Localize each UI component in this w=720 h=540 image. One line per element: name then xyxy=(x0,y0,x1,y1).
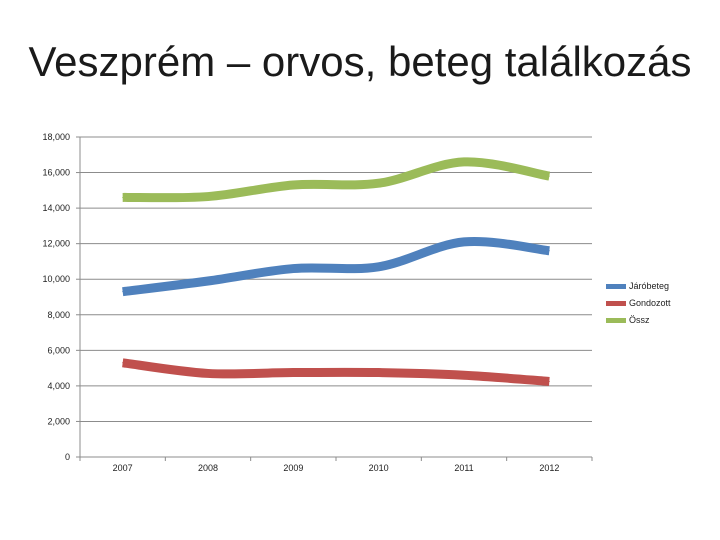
y-tick-label: 4,000 xyxy=(47,381,70,391)
series-line-ossz xyxy=(122,157,551,203)
legend-label-ossz: Össz xyxy=(629,315,650,325)
data-point-jarobeteg xyxy=(292,268,294,270)
x-tick-label: 2009 xyxy=(283,463,303,473)
data-point-ossz xyxy=(463,161,465,163)
data-point-jarobeteg xyxy=(122,291,124,293)
y-tick-label: 14,000 xyxy=(42,203,70,213)
x-tick-label: 2007 xyxy=(113,463,133,473)
data-point-jarobeteg xyxy=(548,250,550,252)
gridlines xyxy=(80,136,592,422)
series-line-gondozott xyxy=(122,358,550,386)
data-point-gondozott xyxy=(292,372,294,374)
y-tick-label: 16,000 xyxy=(42,168,70,178)
legend-swatch-gondozott xyxy=(606,301,626,306)
data-point-ossz xyxy=(548,175,550,177)
data-point-gondozott xyxy=(207,372,209,374)
y-tick-label: 0 xyxy=(65,452,70,462)
data-point-gondozott xyxy=(463,374,465,376)
data-point-ossz xyxy=(378,182,380,184)
data-point-ossz xyxy=(292,184,294,186)
data-point-gondozott xyxy=(378,372,380,374)
series-line-jarobeteg xyxy=(122,236,550,297)
x-tick-label: 2011 xyxy=(454,463,473,473)
y-tick-label: 18,000 xyxy=(42,132,70,142)
x-tick-label: 2010 xyxy=(369,463,389,473)
axes xyxy=(76,136,593,461)
legend-label-gondozott: Gondozott xyxy=(629,298,671,308)
legend-label-jarobeteg: Járóbeteg xyxy=(629,281,669,291)
legend: Járóbeteg Gondozott Össz xyxy=(606,281,671,325)
legend-swatch-ossz xyxy=(606,318,626,323)
y-tick-label: 8,000 xyxy=(47,310,70,320)
x-axis-tick-labels: 2007 2008 2009 2010 2011 2012 xyxy=(113,463,560,473)
legend-swatch-jarobeteg xyxy=(606,284,626,289)
y-tick-label: 6,000 xyxy=(47,345,70,355)
data-point-gondozott xyxy=(122,362,124,364)
slide-title: Veszprém – orvos, beteg találkozás xyxy=(28,38,692,85)
series-lines xyxy=(122,157,551,386)
y-tick-label: 12,000 xyxy=(42,239,70,249)
data-point-gondozott xyxy=(548,380,550,382)
y-axis-tick-labels: 0 2,000 4,000 6,000 8,000 10,000 12,000 14,000 1… xyxy=(42,132,70,462)
y-tick-label: 2,000 xyxy=(47,416,70,426)
y-tick-label: 10,000 xyxy=(42,274,70,284)
data-point-jarobeteg xyxy=(378,266,380,268)
data-point-ossz xyxy=(207,196,209,198)
x-tick-label: 2012 xyxy=(539,463,559,473)
data-point-ossz xyxy=(122,196,124,198)
data-point-jarobeteg xyxy=(463,241,465,243)
data-point-jarobeteg xyxy=(207,280,209,282)
x-tick-label: 2008 xyxy=(198,463,218,473)
